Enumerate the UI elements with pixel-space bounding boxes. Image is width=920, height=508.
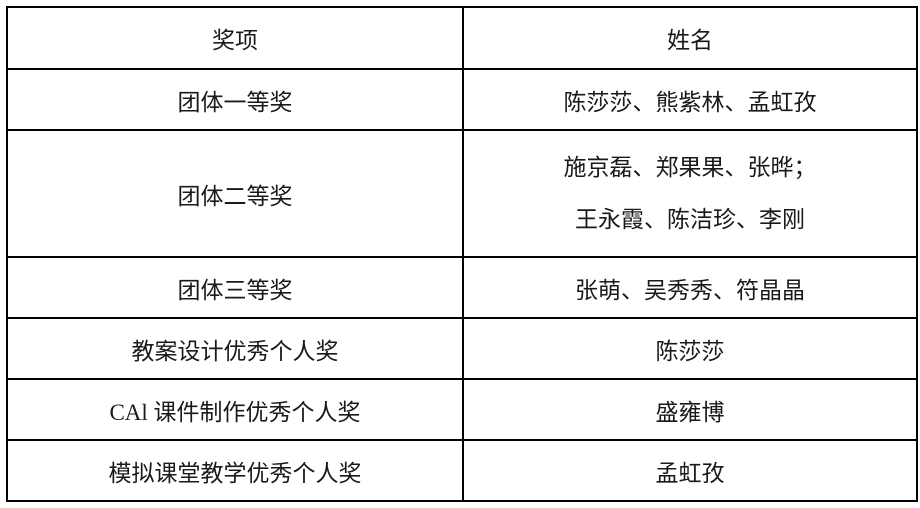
names-cell: 施京磊、郑果果、张晔； 王永霞、陈洁珍、李刚 — [462, 129, 918, 258]
names-cell: 张萌、吴秀秀、符晶晶 — [462, 256, 918, 319]
awards-table: 奖项 姓名 团体一等奖 陈莎莎、熊紫林、孟虹孜团体二等奖 施京磊、郑果果、张晔； 王永… — [6, 6, 918, 502]
names-cell: 孟虹孜 — [462, 439, 918, 502]
names-cell: 陈莎莎、熊紫林、孟虹孜 — [462, 68, 918, 131]
name-line: 陈莎莎、熊紫林、孟虹孜 — [563, 89, 817, 115]
table-row: 团体三等奖 张萌、吴秀秀、符晶晶 — [6, 256, 918, 319]
award-cell: 模拟课堂教学优秀个人奖 — [6, 439, 464, 502]
name-line: 陈莎莎 — [655, 338, 725, 364]
name-line: 孟虹孜 — [655, 460, 725, 486]
award-cell: 团体二等奖 — [6, 129, 464, 258]
name-line: 施京磊、郑果果、张晔； — [563, 154, 817, 180]
name-line: 张萌、吴秀秀、符晶晶 — [575, 277, 805, 303]
column-header-names: 姓名 — [462, 6, 918, 70]
table-row: 模拟课堂教学优秀个人奖 孟虹孜 — [6, 439, 918, 502]
name-line: 王永霞、陈洁珍、李刚 — [575, 206, 805, 232]
document-page: 奖项 姓名 团体一等奖 陈莎莎、熊紫林、孟虹孜团体二等奖 施京磊、郑果果、张晔； 王永… — [6, 6, 918, 502]
column-header-award: 奖项 — [6, 6, 464, 70]
award-cell: 团体三等奖 — [6, 256, 464, 319]
names-cell: 盛雍博 — [462, 378, 918, 441]
award-cell: CAl 课件制作优秀个人奖 — [6, 378, 464, 441]
name-line: 盛雍博 — [655, 399, 725, 425]
names-cell: 陈莎莎 — [462, 317, 918, 380]
award-cell: 团体一等奖 — [6, 68, 464, 131]
table-row: 团体二等奖 施京磊、郑果果、张晔； 王永霞、陈洁珍、李刚 — [6, 129, 918, 258]
header-row: 奖项 姓名 — [6, 6, 918, 70]
table-row: CAl 课件制作优秀个人奖 盛雍博 — [6, 378, 918, 441]
award-cell: 教案设计优秀个人奖 — [6, 317, 464, 380]
table-row: 教案设计优秀个人奖 陈莎莎 — [6, 317, 918, 380]
table-row: 团体一等奖 陈莎莎、熊紫林、孟虹孜 — [6, 68, 918, 131]
